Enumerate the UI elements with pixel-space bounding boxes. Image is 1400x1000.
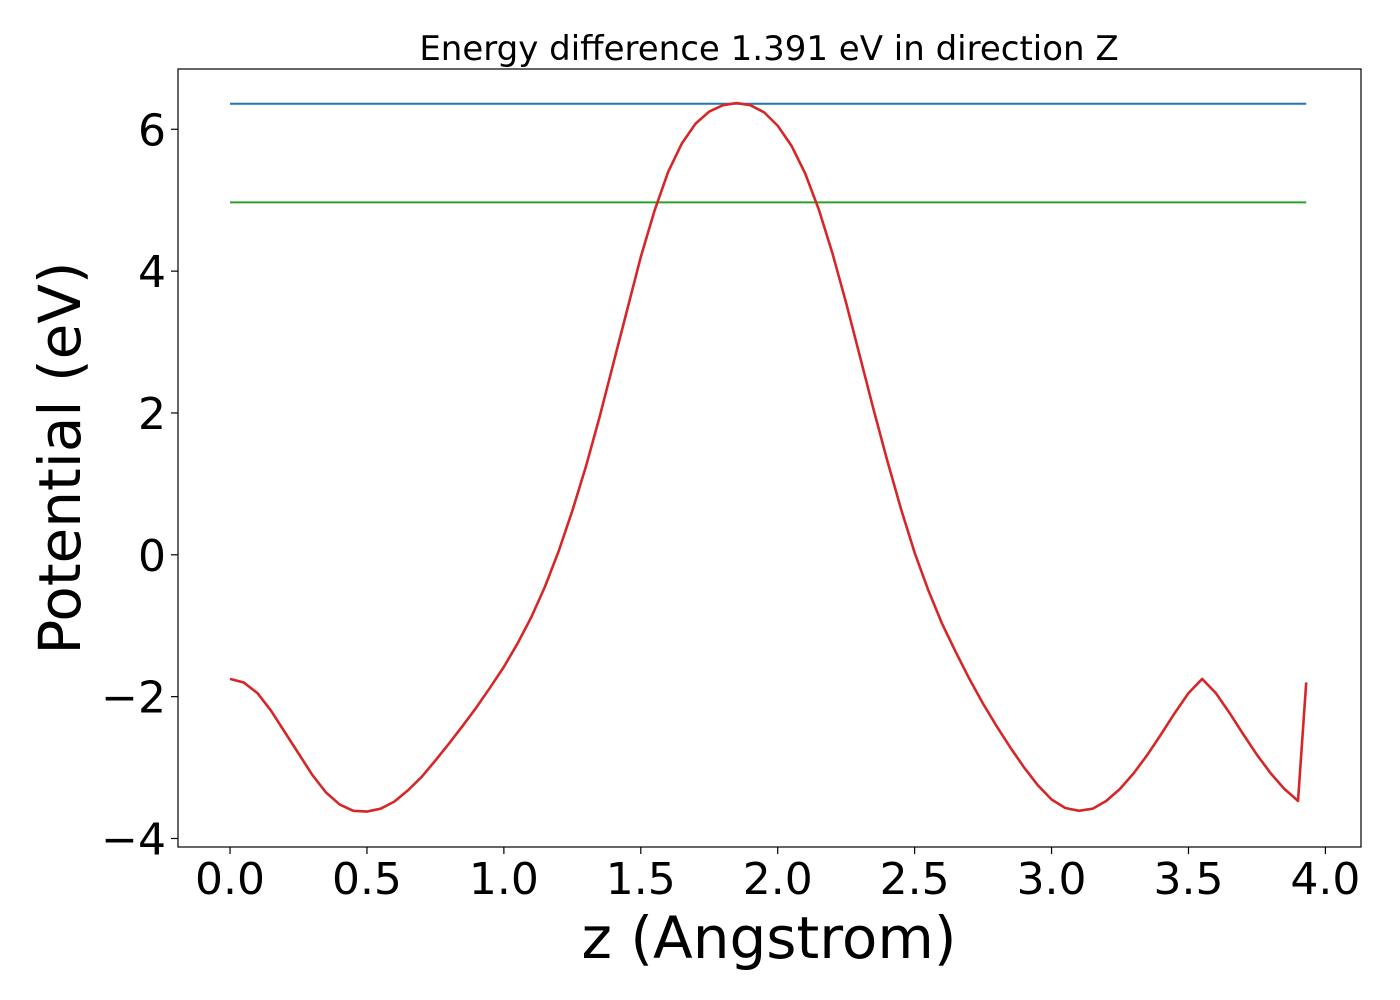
x-tick-label: 0.0 — [195, 854, 265, 905]
y-axis-label: Potential (eV) — [26, 261, 94, 654]
plot-frame — [177, 68, 1362, 848]
x-tick-label: 2.5 — [880, 854, 950, 905]
plot-area — [177, 68, 1362, 848]
y-tick-label: 4 — [138, 247, 166, 298]
x-tick-label: 3.0 — [1017, 854, 1087, 905]
y-tick-label: 6 — [138, 105, 166, 156]
x-tick-label: 1.5 — [606, 854, 676, 905]
x-tick-label: 1.0 — [469, 854, 539, 905]
series-layer — [229, 101, 1308, 813]
y-axis: −4 −2 0 2 4 6 — [101, 105, 178, 865]
series-line-2 — [229, 101, 1308, 813]
y-tick-label: 2 — [138, 389, 166, 440]
chart-title: Energy difference 1.391 eV in direction … — [419, 29, 1118, 69]
x-tick-label: 4.0 — [1290, 854, 1360, 905]
y-tick-label: −2 — [101, 673, 166, 724]
y-tick-label: −4 — [101, 814, 166, 865]
x-tick-label: 2.0 — [743, 854, 813, 905]
y-tick-label: 0 — [138, 531, 166, 582]
x-axis: 0.0 0.5 1.0 1.5 2.0 2.5 3.0 3.5 4.0 — [195, 847, 1360, 905]
x-tick-label: 0.5 — [332, 854, 402, 905]
x-tick-label: 3.5 — [1153, 854, 1223, 905]
x-axis-label: z (Angstrom) — [582, 904, 957, 972]
